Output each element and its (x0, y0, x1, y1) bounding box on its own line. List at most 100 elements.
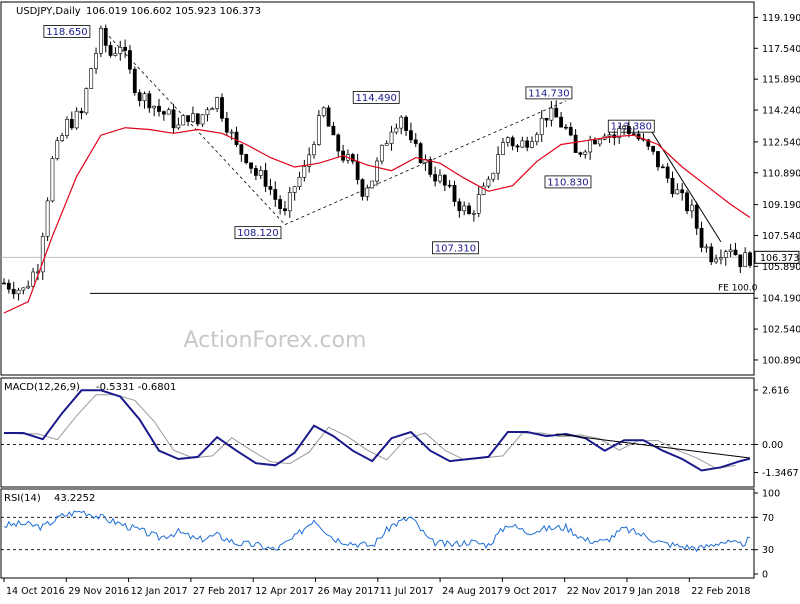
candle-body (660, 166, 665, 169)
candle-body (2, 282, 6, 285)
candle-body (249, 162, 253, 169)
candle-body (501, 142, 505, 155)
candle-body (505, 137, 510, 143)
candle-body (336, 134, 341, 152)
swing-label-box (234, 226, 282, 240)
candle-body (530, 141, 534, 148)
candle-body (234, 131, 239, 145)
candle-body (360, 179, 365, 197)
candle-body (525, 140, 530, 148)
candle-body (195, 113, 200, 125)
candle-body (709, 246, 714, 263)
x-tick-label: 9 Jan 2018 (629, 586, 680, 597)
candle-body (50, 158, 55, 202)
candle-body (433, 174, 438, 182)
x-tick-label: 22 Nov 2017 (567, 586, 628, 597)
candle-body (438, 174, 442, 182)
candle-body (389, 131, 394, 144)
candle-body (331, 125, 336, 136)
candle-body (375, 160, 379, 182)
swing-label: 107.310 (435, 243, 476, 254)
rsi-y-axis: 100 70 30 0 (1, 489, 780, 581)
x-tick-label: 14 Oct 2016 (6, 586, 65, 597)
candle-body (171, 109, 176, 129)
rsi-panel-frame (0, 488, 755, 579)
candle-body (704, 246, 709, 249)
last-price-label: 106.373 (760, 253, 799, 264)
candle-body (404, 116, 408, 131)
candle-body (379, 144, 384, 162)
candle-body (467, 205, 471, 215)
x-axis: 14 Oct 2016 29 Nov 2016 12 Jan 2017 27 Feb … (3, 578, 750, 597)
candle-body (152, 105, 157, 109)
candle-body (268, 186, 273, 190)
candle-body (714, 258, 718, 263)
swing-label-box (544, 175, 592, 189)
candle-body (743, 252, 748, 268)
swing-label-box (525, 86, 573, 100)
candle-body (462, 205, 467, 212)
candle-body (748, 252, 752, 266)
candle-body (699, 228, 704, 248)
candle-body (79, 110, 84, 114)
candle-body (355, 161, 360, 180)
rsi-readout: 43.2252 (54, 493, 95, 504)
candle-body (418, 143, 423, 164)
candle-body (675, 189, 680, 195)
candle-body (738, 254, 743, 268)
candle-body (326, 107, 331, 127)
candle-body (651, 145, 656, 152)
candle-body (65, 119, 69, 136)
candle-body (191, 113, 195, 122)
candle-body (457, 201, 462, 212)
candle-body (559, 116, 563, 128)
candle-body (622, 126, 626, 129)
candle-body (253, 168, 258, 176)
candle-body (224, 118, 229, 133)
price-y-tick-label: 117.540 (762, 44, 800, 55)
macd-trendline (556, 433, 751, 459)
candle-body (384, 143, 389, 146)
price-y-tick-label: 109.190 (762, 200, 800, 211)
candle-body (370, 180, 375, 189)
rsi-y-tick-label: 70 (762, 513, 774, 524)
candle-body (307, 154, 312, 167)
rsi-panel-title: RSI(14) (4, 493, 41, 504)
candle-body (719, 257, 723, 260)
price-y-tick-label: 119.190 (762, 13, 800, 24)
down-trendline (647, 125, 722, 243)
rsi-line (3, 510, 751, 553)
price-y-tick-label: 102.540 (762, 325, 800, 336)
macd-y-tick-label: 2.616 (762, 385, 789, 396)
candle-body (239, 144, 244, 155)
candle-body (670, 177, 675, 195)
candle-body (409, 130, 413, 141)
macd-y-axis: 2.616 0.00 -1.3467 (754, 385, 799, 479)
candle-body (89, 68, 94, 89)
candle-body (665, 166, 670, 179)
candle-body (544, 117, 549, 121)
x-tick-label: 27 Feb 2017 (193, 586, 252, 597)
candle-body (626, 126, 631, 134)
moving-average-line (3, 127, 751, 314)
candle-body (166, 109, 171, 115)
candle-body (583, 151, 588, 155)
swing-label: 110.830 (547, 177, 588, 188)
candle-body (161, 111, 166, 115)
swing-label: 118.650 (46, 27, 87, 38)
candle-body (292, 186, 297, 193)
x-tick-label: 26 May 2017 (318, 586, 380, 597)
candle-body (694, 204, 699, 229)
candle-body (723, 251, 728, 258)
candle-body (689, 204, 694, 212)
candle-body (564, 126, 568, 129)
candle-body (263, 170, 268, 187)
candle-body (11, 288, 16, 295)
candle-body (452, 185, 457, 202)
candle-body (399, 116, 404, 129)
price-y-tick-label: 112.540 (762, 137, 800, 148)
rsi-y-tick-label: 30 (762, 545, 774, 556)
candle-body (631, 133, 636, 135)
candle-body (113, 53, 118, 56)
candle-body (302, 166, 307, 178)
